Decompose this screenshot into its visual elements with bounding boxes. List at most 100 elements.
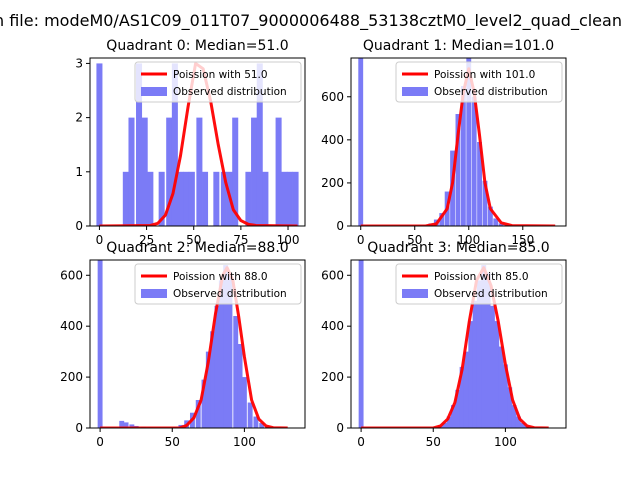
- legend-box: [134, 61, 302, 103]
- quadrant-0-plot: 0 25 50 75 100 0 1 2 3 Quadrant 0: Median=51.0 Poi…: [75, 38, 306, 247]
- histogram-bar: [468, 321, 474, 428]
- histogram-bar: [158, 171, 165, 226]
- histogram-bar: [256, 63, 263, 226]
- histogram-bar: [251, 117, 258, 226]
- quadrant-2-plot: 0 50 100 0 200 400 600 Quadrant 2: Median=88.0 P…: [60, 240, 306, 449]
- legend-label-poisson: Poission with 88.0: [173, 271, 268, 283]
- x-tick-label: 25: [139, 233, 154, 247]
- y-tick-label: 400: [60, 319, 83, 333]
- histogram-bar: [119, 420, 125, 428]
- x-tick-label: 75: [233, 233, 248, 247]
- histogram-bar: [171, 63, 178, 226]
- histogram-bar: [442, 422, 448, 428]
- x-tick-label: 50: [426, 435, 441, 449]
- quadrant-3-plot: 0 50 100 0 200 400 600 Quadrant 3: Median=85.0 P…: [321, 240, 567, 449]
- legend-label-observed: Observed distribution: [434, 288, 548, 300]
- y-tick-label: 200: [321, 176, 344, 190]
- histogram-bar: [507, 387, 513, 428]
- histogram-bar: [498, 223, 504, 226]
- histogram-bar: [195, 400, 201, 428]
- y-tick-label: 600: [60, 268, 83, 282]
- x-tick-label: 100: [457, 233, 480, 247]
- y-tick-label: 200: [60, 370, 83, 384]
- histogram-bar: [477, 142, 482, 226]
- histogram-bar: [97, 260, 103, 428]
- histogram-bar: [233, 316, 239, 428]
- legend-label-observed: Observed distribution: [173, 86, 287, 98]
- x-tick-label: 0: [96, 233, 104, 247]
- histogram-bar: [188, 171, 195, 226]
- histogram-bar: [253, 416, 259, 428]
- legend-hist-swatch: [402, 87, 428, 96]
- y-tick-label: 600: [321, 268, 344, 282]
- histogram-bar: [476, 280, 482, 428]
- histogram-bar: [205, 351, 211, 428]
- x-tick-label: 50: [407, 233, 422, 247]
- legend-box: [395, 263, 563, 305]
- histogram-bar: [275, 117, 282, 226]
- histogram-bar: [515, 416, 521, 428]
- histogram-bar: [136, 63, 143, 226]
- histogram-bar: [220, 171, 227, 226]
- x-tick-label: 150: [511, 233, 534, 247]
- histogram-bar: [281, 171, 288, 226]
- y-tick-label: 600: [321, 90, 344, 104]
- histogram-bar: [227, 275, 233, 428]
- histogram-bar: [498, 346, 504, 428]
- histogram-bar: [123, 422, 129, 428]
- plot-area: [358, 260, 549, 428]
- histogram-bar: [96, 63, 103, 226]
- y-tick-label: 1: [75, 165, 83, 179]
- legend-box: [395, 61, 563, 103]
- histogram-bar: [358, 58, 364, 226]
- histogram-bar: [237, 344, 243, 428]
- legend-label-poisson: Poission with 85.0: [434, 271, 529, 283]
- figure-suptitle: n file: modeM0/AS1C09_011T07_9000006488_…: [0, 11, 622, 31]
- legend-hist-swatch: [141, 87, 167, 96]
- histogram-bar: [502, 364, 508, 428]
- histogram-bar: [129, 424, 135, 428]
- y-tick-label: 400: [321, 133, 344, 147]
- histogram-bar: [450, 405, 456, 428]
- x-tick-label: 0: [357, 233, 365, 247]
- histogram-bar: [493, 218, 499, 226]
- histogram-bar: [481, 265, 487, 428]
- y-tick-label: 0: [75, 421, 83, 435]
- x-tick-label: 100: [277, 233, 300, 247]
- histogram-bar: [446, 416, 452, 428]
- histogram-bar: [489, 305, 495, 428]
- plot-area: [96, 61, 299, 226]
- x-tick-label: 100: [233, 435, 256, 449]
- histogram-bar: [494, 321, 500, 428]
- histogram-bar: [487, 206, 493, 226]
- axes-frame: [89, 57, 306, 227]
- histogram-bar: [485, 272, 491, 428]
- histogram-bar: [202, 171, 209, 226]
- histogram-bar: [245, 171, 252, 226]
- histogram-bar: [439, 213, 445, 226]
- legend-box: [134, 263, 302, 305]
- y-tick-label: 400: [321, 319, 344, 333]
- x-tick-label: 50: [186, 233, 201, 247]
- histogram-bar: [472, 300, 478, 428]
- histogram-bar: [358, 260, 364, 428]
- quadrant-title: Quadrant 0: Median=51.0: [106, 38, 288, 54]
- x-tick-label: 0: [357, 435, 365, 449]
- histogram-bar: [463, 351, 469, 428]
- histogram-bar: [218, 280, 224, 428]
- quadrant-title: Quadrant 3: Median=85.0: [367, 240, 549, 256]
- histogram-bar: [460, 86, 466, 226]
- histogram-bar: [210, 331, 216, 428]
- histogram-bar: [223, 265, 229, 428]
- axes-frame: [350, 259, 567, 429]
- histogram-bar: [247, 402, 253, 428]
- histogram-bar: [455, 389, 461, 428]
- histogram-bar: [213, 171, 220, 226]
- histogram-bar: [262, 171, 269, 226]
- histogram-bar: [232, 117, 239, 226]
- quadrant-title: Quadrant 2: Median=88.0: [106, 240, 288, 256]
- legend-label-poisson: Poission with 51.0: [173, 69, 268, 81]
- y-tick-label: 200: [321, 370, 344, 384]
- legend-hist-swatch: [141, 289, 167, 298]
